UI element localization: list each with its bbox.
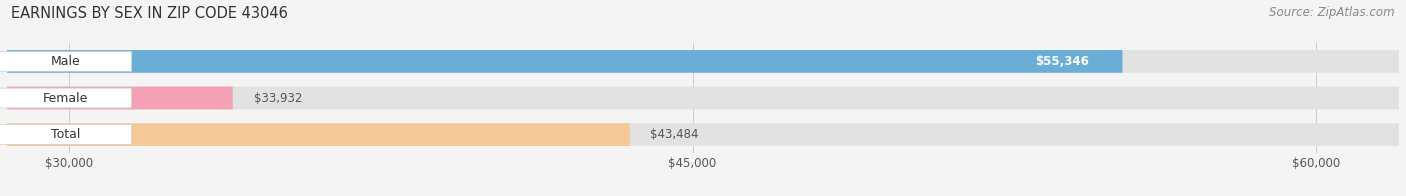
FancyBboxPatch shape [7, 50, 1122, 73]
FancyBboxPatch shape [7, 50, 1399, 73]
Text: $55,346: $55,346 [1035, 55, 1090, 68]
Text: EARNINGS BY SEX IN ZIP CODE 43046: EARNINGS BY SEX IN ZIP CODE 43046 [11, 6, 288, 21]
FancyBboxPatch shape [7, 87, 1399, 109]
FancyBboxPatch shape [7, 123, 630, 146]
Text: Male: Male [51, 55, 80, 68]
FancyBboxPatch shape [0, 52, 132, 71]
Text: $33,932: $33,932 [253, 92, 302, 104]
FancyBboxPatch shape [0, 88, 132, 108]
FancyBboxPatch shape [0, 125, 132, 144]
Text: $43,484: $43,484 [651, 128, 699, 141]
FancyBboxPatch shape [7, 123, 1399, 146]
FancyBboxPatch shape [7, 87, 233, 109]
Text: Female: Female [42, 92, 89, 104]
Text: Total: Total [51, 128, 80, 141]
Text: Source: ZipAtlas.com: Source: ZipAtlas.com [1270, 6, 1395, 19]
